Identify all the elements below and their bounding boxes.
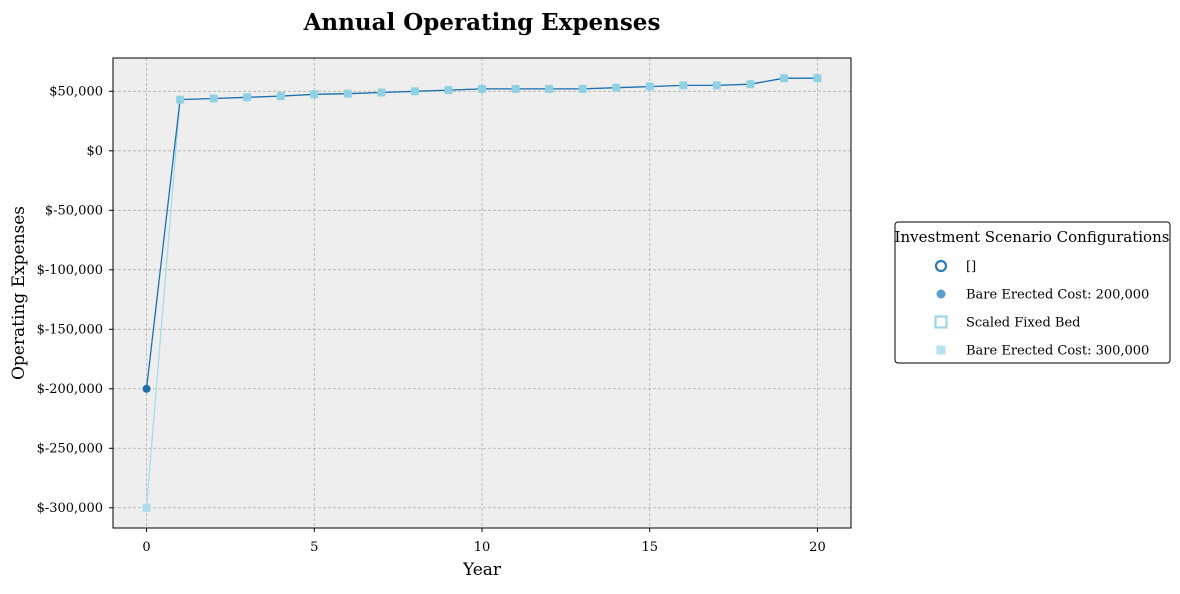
data-point — [142, 384, 151, 393]
data-point — [578, 84, 587, 93]
x-tick-label: 20 — [809, 540, 826, 555]
data-point — [377, 88, 386, 97]
legend-marker-icon — [936, 345, 946, 355]
data-point — [410, 87, 419, 96]
grid — [113, 58, 851, 528]
data-point — [813, 74, 822, 83]
legend-entry-label: Scaled Fixed Bed — [966, 316, 1080, 331]
y-tick-label: $-150,000 — [37, 322, 103, 337]
y-axis-label: Operating Expenses — [9, 206, 29, 380]
x-tick-label: 5 — [310, 540, 318, 555]
legend-marker-icon — [934, 315, 948, 329]
legend-entry-label: Bare Erected Cost: 200,000 — [966, 288, 1149, 303]
data-point — [545, 84, 554, 93]
data-point — [142, 503, 151, 512]
data-point — [746, 80, 755, 89]
data-point — [444, 86, 453, 95]
data-point — [612, 83, 621, 92]
data-point — [511, 84, 520, 93]
data-point — [779, 74, 788, 83]
legend-entry-label: Bare Erected Cost: 300,000 — [966, 344, 1149, 359]
x-ticks: 0 5 10 15 20 — [142, 528, 826, 555]
data-point — [679, 81, 688, 90]
y-tick-label: $-50,000 — [45, 203, 103, 218]
chart-title: Annual Operating Expenses — [303, 9, 661, 36]
y-tick-label: $50,000 — [49, 84, 103, 99]
data-point — [343, 89, 352, 98]
y-tick-label: $-250,000 — [37, 441, 103, 456]
legend-entries: [] Bare Erected Cost: 200,000 Scaled Fixed… — [934, 259, 1149, 359]
legend-marker-icon — [934, 259, 948, 273]
data-point — [645, 82, 654, 91]
data-point — [243, 93, 252, 102]
legend-box — [894, 221, 1171, 364]
y-tick-label: $-100,000 — [37, 263, 103, 278]
y-ticks: $50,000 $0 $-50,000 $-100,000 $-150,000 $-200… — [37, 84, 113, 516]
data-point — [712, 81, 721, 90]
legend-entry-label: [] — [966, 260, 976, 275]
y-tick-label: $-300,000 — [37, 501, 103, 516]
x-axis-label: Year — [462, 560, 502, 580]
x-tick-label: 15 — [641, 540, 658, 555]
series-layer — [142, 74, 822, 512]
legend-title: Investment Scenario Configurations — [895, 228, 1170, 246]
legend: Investment Scenario Configurations [] Bar… — [894, 221, 1171, 364]
data-point — [276, 92, 285, 101]
data-point — [176, 95, 185, 104]
data-point — [209, 94, 218, 103]
x-tick-label: 0 — [142, 540, 150, 555]
y-tick-label: $-200,000 — [37, 382, 103, 397]
x-tick-label: 10 — [474, 540, 491, 555]
legend-marker-icon — [936, 289, 946, 299]
data-point — [310, 90, 319, 99]
data-point — [478, 84, 486, 93]
y-tick-label: $0 — [86, 144, 103, 159]
